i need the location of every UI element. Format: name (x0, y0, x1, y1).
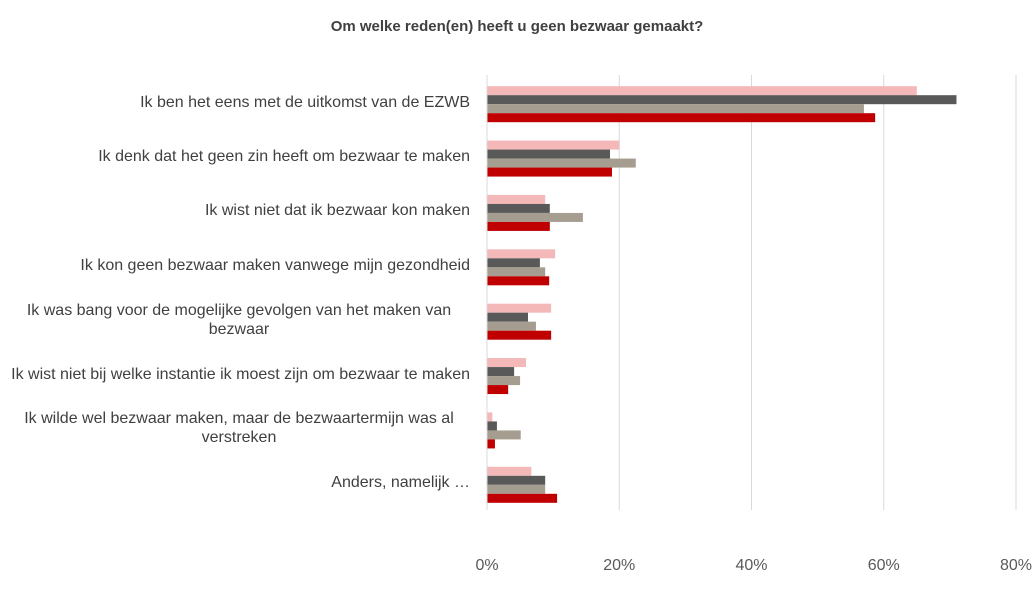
bar (487, 303, 552, 313)
y-tick-text: Ik wist niet bij welke instantie ik moes… (11, 365, 470, 383)
bar (487, 249, 556, 259)
y-tick-text: Ik wist niet dat ik bezwaar kon maken (204, 202, 470, 220)
y-tick-text: Ik was bang voor de mogelijke gevolgen v… (26, 301, 452, 338)
x-tick-label: 40% (735, 557, 767, 574)
x-tick-label: 0% (475, 557, 498, 574)
bar (487, 86, 917, 96)
y-tick-text: Ik wilde wel bezwaar maken, maar de bezw… (24, 410, 454, 447)
y-tick-label: Ik kon geen bezwaar maken vanwege mijn g… (0, 256, 470, 275)
bar (487, 167, 612, 177)
bar (487, 493, 558, 503)
y-tick-label: Ik wist niet bij welke instantie ik moes… (0, 365, 470, 384)
bar (487, 358, 527, 368)
bar (487, 385, 509, 395)
bar (487, 475, 546, 485)
bar (487, 203, 550, 213)
y-tick-label: Ik wilde wel bezwaar maken, maar de bezw… (0, 409, 470, 447)
bar (487, 330, 552, 340)
bar (487, 267, 546, 277)
bar (487, 212, 583, 222)
y-tick-text: Ik ben het eens met de uitkomst van de E… (140, 93, 470, 111)
bar (487, 321, 536, 331)
bar (487, 376, 521, 386)
bar (487, 95, 957, 105)
bar (487, 258, 540, 268)
bar (487, 466, 532, 476)
x-tick-label: 20% (603, 557, 635, 574)
bar (487, 113, 876, 123)
x-tick-label: 80% (1000, 557, 1032, 574)
y-tick-label: Ik denk dat het geen zin heeft om bezwaa… (0, 147, 470, 166)
bar (487, 421, 497, 431)
bar (487, 439, 495, 449)
bar (487, 149, 610, 159)
bar (487, 194, 546, 204)
bar (487, 412, 493, 422)
y-tick-text: Anders, namelijk … (331, 474, 470, 492)
bar (487, 104, 864, 114)
bar (487, 221, 550, 231)
y-tick-text: Ik kon geen bezwaar maken vanwege mijn g… (80, 256, 470, 274)
bar (487, 140, 620, 150)
x-tick-label: 60% (868, 557, 900, 574)
bar (487, 484, 546, 494)
y-tick-label: Ik was bang voor de mogelijke gevolgen v… (0, 301, 470, 339)
bar (487, 312, 528, 322)
y-tick-label: Anders, namelijk … (0, 473, 470, 492)
bar (487, 367, 515, 377)
bar (487, 276, 550, 286)
y-tick-label: Ik wist niet dat ik bezwaar kon maken (0, 201, 470, 220)
bar (487, 158, 636, 168)
y-tick-label: Ik ben het eens met de uitkomst van de E… (0, 93, 470, 112)
chart-title: Om welke reden(en) heeft u geen bezwaar … (331, 18, 704, 35)
bar (487, 430, 521, 440)
y-tick-text: Ik denk dat het geen zin heeft om bezwaa… (98, 148, 470, 166)
